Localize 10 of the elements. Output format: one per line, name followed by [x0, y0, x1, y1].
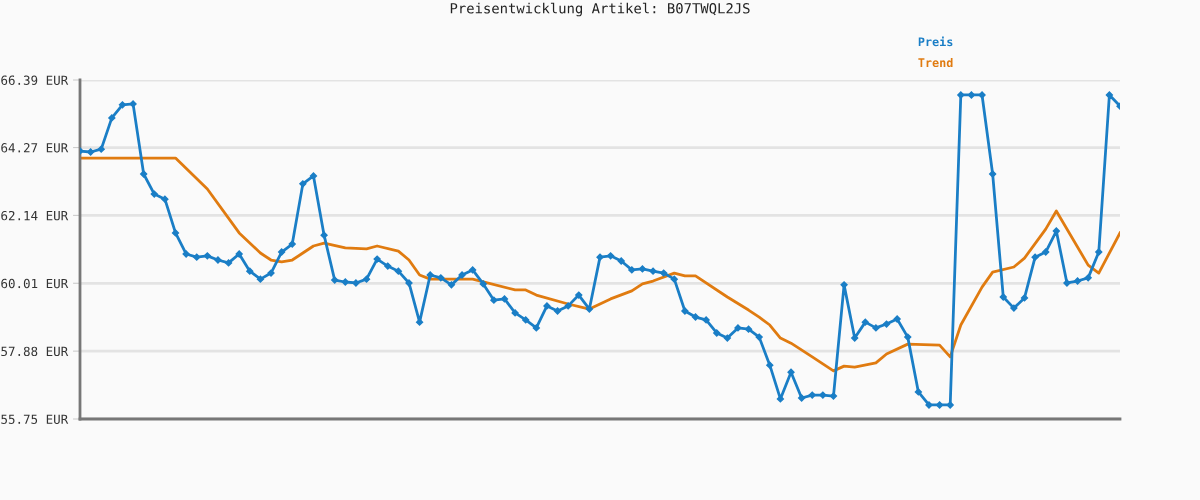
text: Preis — [918, 36, 953, 47]
y-tick-label: 66.39 EUR — [1, 75, 69, 85]
y-tick-label: 57.88 EUR — [1, 346, 69, 357]
y-tick-label: 64.27 EUR — [1, 143, 69, 153]
y-tick-label: 62.14 EUR — [1, 210, 69, 221]
text: Trend — [918, 57, 953, 68]
y-tick-label: 55.75 EUR — [1, 414, 69, 424]
chart-title: Preisentwicklung Artikel: B07TWQL2JS — [450, 2, 750, 17]
line-series — [80, 156, 1120, 373]
y-tick-label: 60.01 EUR — [1, 278, 69, 289]
